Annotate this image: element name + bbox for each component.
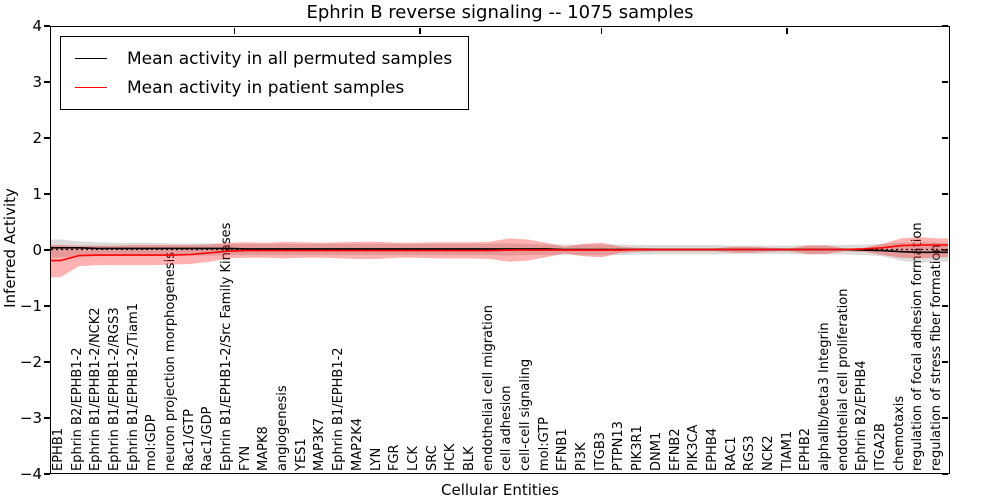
y-tick-mark-left: [44, 137, 50, 139]
y-tick-mark-right: [942, 417, 948, 419]
y-tick-label: 4: [32, 17, 42, 35]
y-tick-mark-right: [942, 473, 948, 475]
y-tick-label: 1: [32, 185, 42, 203]
y-tick-mark-left: [44, 81, 50, 83]
legend-line-patient-icon: [75, 87, 107, 88]
y-tick-label: −3: [19, 409, 42, 427]
legend-label-patient: Mean activity in patient samples: [127, 77, 405, 98]
y-tick-label: 0: [32, 241, 42, 259]
legend: Mean activity in all permuted samples Me…: [60, 36, 470, 110]
y-tick-label: −1: [19, 297, 42, 315]
y-tick-mark-right: [942, 193, 948, 195]
x-tick-mark-top: [600, 27, 603, 34]
y-tick-mark-left: [44, 25, 50, 27]
y-tick-label: 2: [32, 129, 42, 147]
y-tick-mark-right: [942, 25, 948, 27]
y-tick-mark-right: [942, 81, 948, 83]
legend-entry-permuted: Mean activity in all permuted samples: [71, 44, 452, 73]
y-tick-mark-left: [44, 193, 50, 195]
x-tick-mark-top: [233, 27, 236, 34]
y-tick-label: −2: [19, 353, 42, 371]
y-tick-mark-right: [942, 361, 948, 363]
y-tick-label: −4: [19, 465, 42, 483]
y-tick-mark-right: [942, 249, 948, 251]
y-tick-label: 3: [32, 73, 42, 91]
y-tick-mark-left: [44, 417, 50, 419]
y-tick-mark-left: [44, 305, 50, 307]
chart-title: Ephrin B reverse signaling -- 1075 sampl…: [306, 2, 694, 23]
permuted-band: [51, 239, 948, 263]
legend-label-permuted: Mean activity in all permuted samples: [127, 48, 453, 69]
x-tick-mark-top: [786, 27, 788, 34]
y-tick-mark-right: [942, 137, 948, 139]
patient-band: [51, 237, 948, 278]
y-tick-mark-left: [44, 473, 50, 475]
x-axis-label: Cellular Entities: [441, 481, 559, 499]
y-tick-mark-left: [44, 361, 50, 363]
legend-entry-patient: Mean activity in patient samples: [71, 73, 452, 102]
patient-mean-line: [51, 244, 948, 262]
legend-line-permuted-icon: [75, 58, 107, 59]
y-tick-mark-right: [942, 305, 948, 307]
chart-svg: [51, 237, 948, 278]
x-tick-mark-top: [419, 27, 421, 34]
y-tick-mark-left: [44, 249, 50, 251]
